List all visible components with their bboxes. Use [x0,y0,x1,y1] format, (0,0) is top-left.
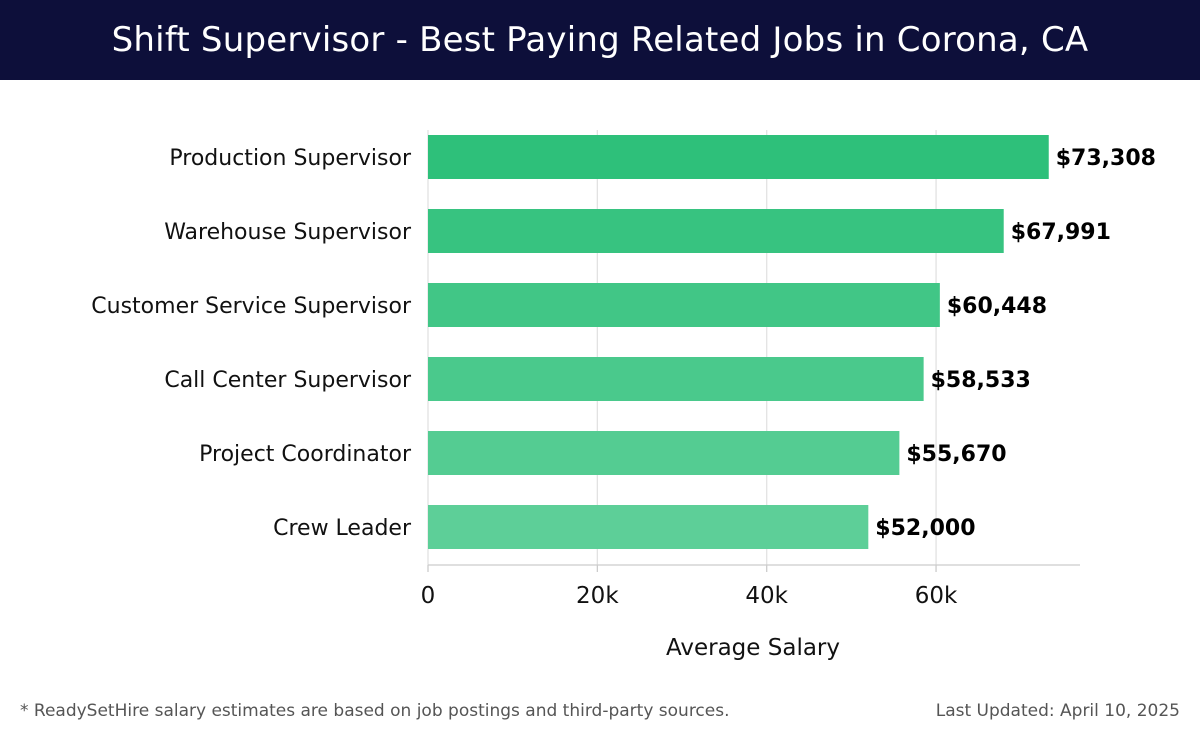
bar [428,135,1049,179]
bar [428,431,900,475]
category-label: Warehouse Supervisor [164,220,412,245]
x-tick-label: 60k [915,583,958,609]
value-label: $67,991 [1011,220,1111,245]
category-label: Customer Service Supervisor [91,294,412,319]
grid-lines [427,130,937,565]
category-label: Production Supervisor [169,146,412,171]
category-labels: Production Supervisor Warehouse Superviso… [91,146,412,541]
bar [428,283,940,327]
category-label: Crew Leader [273,516,412,541]
bar [428,505,869,549]
value-label: $60,448 [947,294,1047,319]
category-label: Call Center Supervisor [164,368,412,393]
bar-chart: Production Supervisor Warehouse Superviso… [91,130,1156,661]
value-labels: $73,308 $67,991 $60,448 $58,533 $55,670 $52,0… [875,146,1156,541]
bar [428,209,1004,253]
category-label: Project Coordinator [199,442,412,467]
value-label: $73,308 [1056,146,1156,171]
chart-title: Shift Supervisor - Best Paying Related J… [111,20,1089,60]
x-tick-label: 40k [745,583,788,609]
footnote: * ReadySetHire salary estimates are base… [20,701,730,721]
bar [428,357,924,401]
chart-header: Shift Supervisor - Best Paying Related J… [0,0,1200,80]
x-axis-title: Average Salary [666,635,840,661]
x-tick-label: 20k [576,583,619,609]
x-axis: 0 20k 40k 60k [421,564,1080,609]
last-updated: Last Updated: April 10, 2025 [935,701,1180,721]
bars [428,135,1049,549]
x-tick-label: 0 [421,583,436,609]
value-label: $55,670 [906,442,1006,467]
value-label: $52,000 [875,516,975,541]
value-label: $58,533 [931,368,1031,393]
